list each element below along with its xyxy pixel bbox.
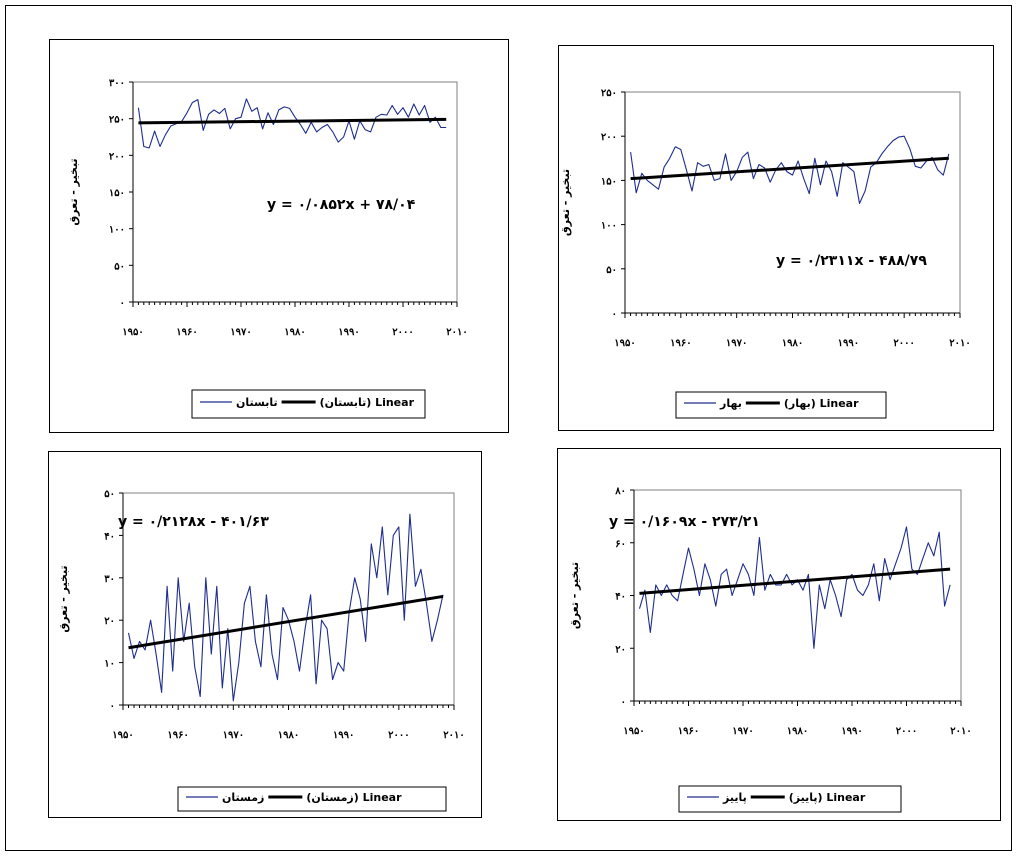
- x-tick-label: ۱۹۹۰: [841, 726, 862, 737]
- legend-box: [177, 786, 447, 812]
- chart-border: [557, 448, 1001, 821]
- y-tick-label: ۱۰: [104, 659, 115, 670]
- y-tick-label: ۵۰: [606, 265, 617, 276]
- x-tick-label: ۱۹۷۰: [230, 327, 251, 338]
- y-tick-label: ۳۰: [104, 574, 115, 585]
- x-tick-label: ۱۹۹۰: [838, 338, 859, 349]
- trend-line: [138, 117, 447, 125]
- x-tick-label: ۱۹۸۰: [782, 338, 803, 349]
- legend-trend-label: (بهار) Linear: [784, 397, 859, 410]
- y-tick-label: ۲۰: [104, 616, 115, 627]
- chart-svg: ۰ ۵۰ ۱۰۰ ۱۵۰ ۲۰۰ ۲۵۰ ۳۰۰ ۱۹۵۰ ۱۹۶۰ ۱۹۷۰ ۱۹۸۰ ۱۹۹۰ ۲۰…: [49, 39, 509, 433]
- y-tick-label: ۱۵۰: [109, 188, 125, 199]
- legend-box: [191, 389, 426, 419]
- x-tick-label: ۱۹۶۰: [176, 327, 197, 338]
- x-tick-label: ۲۰۰۰: [388, 730, 409, 741]
- legend: بهار (بهار) Linear: [675, 391, 887, 419]
- x-tick-label: ۲۰۰۰: [893, 338, 914, 349]
- y-axis-title: تبخیر - تعرق: [568, 562, 581, 629]
- x-tick-label: ۱۹۵۰: [614, 338, 635, 349]
- legend-series-label: پاییز: [722, 791, 747, 804]
- x-tick-label: ۱۹۸۰: [278, 730, 299, 741]
- y-tick-label: ۰: [612, 309, 617, 320]
- y-tick-label: ۲۰: [615, 644, 626, 655]
- legend: پاییز (پاییز) Linear: [678, 785, 902, 813]
- x-tick-label: ۱۹۸۰: [284, 327, 305, 338]
- x-tick-label: ۲۰۱۰: [949, 338, 970, 349]
- y-tick-label: ۲۵۰: [109, 115, 125, 126]
- x-tick-label: ۱۹۶۰: [167, 730, 188, 741]
- series-line-0: [127, 513, 444, 702]
- series-line-0: [630, 135, 950, 204]
- legend-series-label: بهار: [719, 397, 742, 410]
- y-tick-label: ۴۰: [104, 531, 115, 542]
- chart-svg: ۰ ۲۰ ۴۰ ۶۰ ۸۰ ۱۹۵۰ ۱۹۶۰ ۱۹۷۰ ۱۹۸۰ ۱۹۹۰ ۲۰۰۰ ۲۰۱۰ تبخ…: [557, 448, 1001, 821]
- legend-box: [678, 785, 902, 813]
- y-tick-label: ۵۰: [104, 489, 115, 500]
- x-tick-label: ۱۹۸۰: [787, 726, 808, 737]
- chart-panel-spring: ۰ ۵۰ ۱۰۰ ۱۵۰ ۲۰۰ ۲۵۰ ۱۹۵۰ ۱۹۶۰ ۱۹۷۰ ۱۹۸۰ ۱۹۹۰ ۲۰۰۰ ۲…: [558, 45, 994, 431]
- x-tick-label: ۱۹۷۰: [726, 338, 747, 349]
- x-tick-label: ۱۹۵۰: [112, 730, 133, 741]
- y-axis-title: تبخیر - تعرق: [559, 169, 572, 236]
- y-tick-label: ۸۰: [614, 486, 626, 497]
- y-tick-label: ۰: [110, 701, 115, 712]
- x-tick-label: ۱۹۶۰: [670, 338, 691, 349]
- x-tick-label: ۲۰۱۰: [443, 730, 464, 741]
- y-axis-title: تبخیر - تعرق: [67, 158, 80, 225]
- x-tick-label: ۱۹۵۰: [122, 327, 143, 338]
- legend-trend-label: (زمستان) Linear: [306, 791, 402, 804]
- chart-border: [48, 451, 482, 818]
- trend-line: [128, 594, 444, 650]
- chart-svg: ۰ ۵۰ ۱۰۰ ۱۵۰ ۲۰۰ ۲۵۰ ۱۹۵۰ ۱۹۶۰ ۱۹۷۰ ۱۹۸۰ ۱۹۹۰ ۲۰۰۰ ۲…: [558, 45, 994, 431]
- legend-box: [675, 391, 887, 419]
- legend-trend-label: (پاییز) Linear: [789, 791, 866, 804]
- chart-svg: ۰ ۱۰ ۲۰ ۳۰ ۴۰ ۵۰ ۱۹۵۰ ۱۹۶۰ ۱۹۷۰ ۱۹۸۰ ۱۹۹۰ ۲۰۰۰ ۲۰۱۰ ت…: [48, 451, 482, 818]
- trend-line: [630, 156, 949, 181]
- trend-equation: y = ۰/۰۸۵۲x + ۷۸/۰۴: [267, 197, 416, 213]
- legend: زمستان (زمستان) Linear: [177, 786, 447, 812]
- x-tick-label: ۱۹۵۰: [623, 726, 644, 737]
- y-tick-label: ۴۰: [615, 592, 626, 603]
- y-tick-label: ۲۰۰: [601, 132, 617, 143]
- series-line-0: [137, 98, 447, 149]
- trend-equation: y = ۰/۲۳۱۱x - ۴۸۸/۷۹: [776, 253, 927, 269]
- chart-border: [49, 39, 509, 433]
- legend: تابستان (تابستان) Linear: [191, 389, 426, 419]
- x-tick-label: ۲۰۱۰: [950, 726, 971, 737]
- legend-series-label: زمستان: [222, 791, 264, 804]
- chart-panel-summer: ۰ ۵۰ ۱۰۰ ۱۵۰ ۲۰۰ ۲۵۰ ۳۰۰ ۱۹۵۰ ۱۹۶۰ ۱۹۷۰ ۱۹۸۰ ۱۹۹۰ ۲۰…: [49, 39, 509, 433]
- y-tick-label: ۵۰: [114, 261, 125, 272]
- trend-equation: y = ۰/۲۱۲۸x - ۴۰۱/۶۳: [118, 514, 269, 530]
- y-tick-label: ۱۰۰: [109, 225, 125, 236]
- y-tick-label: ۲۵۰: [601, 88, 617, 99]
- x-tick-label: ۲۰۱۰: [446, 327, 467, 338]
- x-tick-label: ۱۹۹۰: [333, 730, 354, 741]
- x-tick-label: ۱۹۹۰: [338, 327, 359, 338]
- x-tick-label: ۱۹۷۰: [223, 730, 244, 741]
- chart-border: [558, 45, 994, 431]
- chart-panel-autumn: ۰ ۲۰ ۴۰ ۶۰ ۸۰ ۱۹۵۰ ۱۹۶۰ ۱۹۷۰ ۱۹۸۰ ۱۹۹۰ ۲۰۰۰ ۲۰۱۰ تبخ…: [557, 448, 1001, 821]
- chart-panel-winter: ۰ ۱۰ ۲۰ ۳۰ ۴۰ ۵۰ ۱۹۵۰ ۱۹۶۰ ۱۹۷۰ ۱۹۸۰ ۱۹۹۰ ۲۰۰۰ ۲۰۱۰ ت…: [48, 451, 482, 818]
- y-tick-label: ۰: [621, 697, 626, 708]
- x-tick-label: ۲۰۰۰: [896, 726, 917, 737]
- y-tick-label: ۱۰۰: [601, 221, 617, 232]
- y-axis-title: تبخیر - تعرق: [57, 565, 70, 632]
- y-tick-label: ۶۰: [615, 539, 626, 550]
- y-tick-label: ۳۰۰: [109, 78, 125, 89]
- x-tick-label: ۲۰۰۰: [392, 327, 413, 338]
- y-tick-label: ۱۵۰: [601, 176, 617, 187]
- trend-equation: y = ۰/۱۶۰۹x - ۲۷۳/۲۱: [609, 514, 760, 530]
- x-tick-label: ۱۹۷۰: [732, 726, 753, 737]
- trend-line: [639, 567, 951, 595]
- legend-series-label: تابستان: [236, 396, 278, 409]
- legend-trend-label: (تابستان) Linear: [320, 396, 415, 409]
- y-tick-label: ۲۰۰: [109, 151, 125, 162]
- y-tick-label: ۰: [120, 298, 125, 309]
- x-tick-label: ۱۹۶۰: [678, 726, 699, 737]
